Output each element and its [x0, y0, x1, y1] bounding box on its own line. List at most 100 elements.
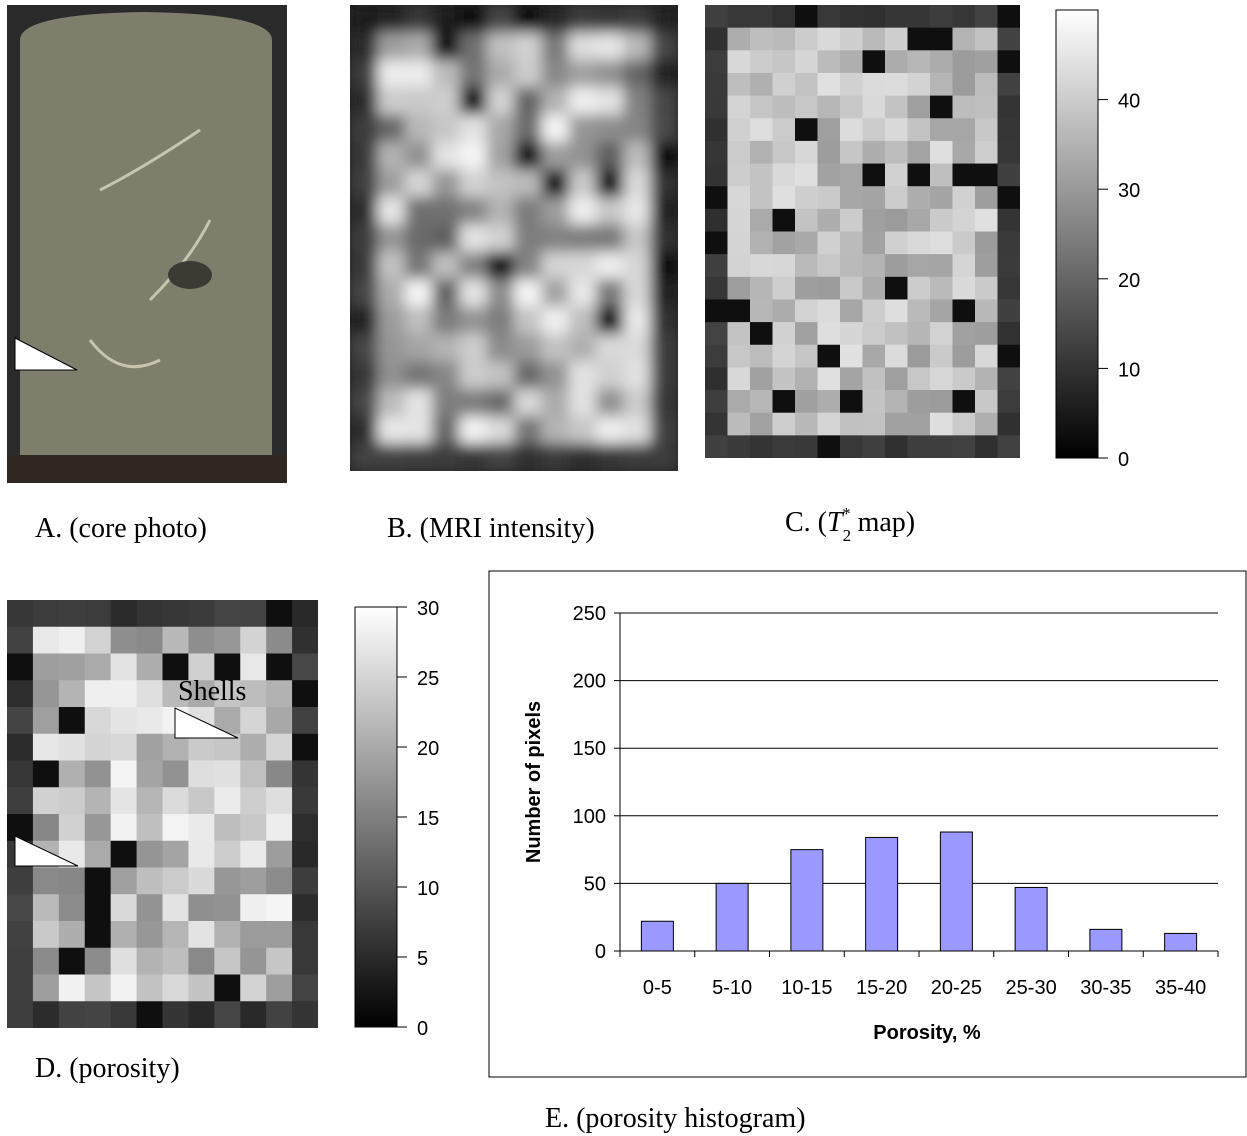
image-pixel [459, 251, 488, 280]
image-pixel [705, 435, 728, 458]
image-pixel [240, 974, 267, 1002]
image-pixel [772, 390, 796, 414]
image-pixel [750, 299, 773, 323]
image-pixel [136, 707, 163, 735]
image-pixel [862, 95, 886, 119]
image-pixel [266, 894, 293, 922]
image-pixel [650, 59, 678, 88]
image-pixel [459, 5, 488, 33]
image-pixel [240, 867, 267, 895]
image-pixel [817, 276, 841, 300]
image-pixel [266, 733, 293, 761]
image-pixel [750, 231, 773, 255]
image-pixel [885, 140, 908, 165]
image-pixel [705, 27, 728, 51]
image-pixel [84, 707, 112, 735]
image-pixel [7, 653, 34, 681]
image-pixel [58, 1001, 86, 1028]
image-pixel [997, 412, 1020, 436]
image-pixel [817, 412, 841, 436]
image-pixel [840, 254, 863, 278]
image-pixel [750, 390, 773, 414]
image-pixel [772, 322, 796, 346]
image-pixel [514, 169, 542, 198]
image-pixel [32, 600, 60, 628]
image-pixel [541, 361, 570, 390]
image-pixel [975, 435, 998, 458]
image-pixel [266, 787, 293, 815]
y-tick-label: 50 [584, 873, 606, 895]
image-pixel [84, 894, 112, 922]
image-pixel [862, 254, 886, 278]
image-pixel [952, 276, 976, 300]
image-pixel [772, 5, 796, 29]
image-pixel [568, 59, 597, 88]
bar [640, 920, 674, 952]
image-pixel [997, 27, 1020, 51]
image-pixel [862, 208, 886, 232]
mri-image-pixels [350, 5, 678, 471]
image-pixel [162, 600, 189, 628]
image-pixel [162, 653, 189, 681]
image-pixel [772, 186, 796, 210]
image-pixel [58, 733, 86, 761]
image-pixel [459, 224, 488, 253]
image-pixel [795, 186, 818, 210]
image-pixel [840, 118, 863, 142]
caption: A. (core photo) [35, 513, 207, 544]
image-pixel [650, 251, 678, 280]
image-pixel [817, 367, 841, 391]
image-pixel [240, 840, 267, 868]
colorbar-tick-label: 20 [417, 738, 439, 760]
caption: D. (porosity) [35, 1053, 180, 1084]
image-pixel [84, 787, 112, 815]
image-pixel [596, 87, 624, 116]
image-pixel [840, 186, 863, 210]
image-pixel [568, 142, 597, 170]
image-pixel [58, 760, 86, 788]
image-pixel [952, 435, 976, 458]
image-pixel [136, 840, 163, 868]
image-pixel [596, 196, 624, 225]
image-pixel [110, 787, 138, 815]
image-pixel [705, 344, 728, 368]
image-pixel [7, 760, 34, 788]
image-pixel [350, 388, 378, 417]
image-pixel [952, 50, 976, 74]
image-pixel [705, 231, 728, 255]
image-pixel [432, 5, 460, 33]
image-pixel [486, 361, 515, 390]
image-pixel [240, 947, 267, 975]
image-pixel [997, 95, 1020, 119]
image-pixel [862, 322, 886, 346]
x-tick-label: 5-10 [712, 977, 752, 999]
image-pixel [84, 814, 112, 842]
image-pixel [58, 787, 86, 815]
image-pixel [432, 443, 460, 471]
image-pixel [975, 72, 998, 97]
image-pixel [292, 867, 318, 895]
image-pixel [885, 254, 908, 278]
colorbar-tick-label: 25 [417, 668, 439, 690]
image-pixel [705, 118, 728, 142]
image-pixel [907, 254, 931, 278]
image-pixel [997, 299, 1020, 323]
image-pixel [705, 208, 728, 232]
image-pixel [705, 95, 728, 119]
image-pixel [514, 388, 542, 417]
image-pixel [975, 208, 998, 232]
image-pixel [727, 72, 751, 97]
image-pixel [750, 50, 773, 74]
image-pixel [7, 626, 34, 654]
image-pixel [930, 27, 953, 51]
colorbar-tick-label: 30 [417, 598, 439, 620]
image-pixel [58, 867, 86, 895]
image-pixel [975, 344, 998, 368]
image-pixel [84, 840, 112, 868]
image-pixel [650, 32, 678, 61]
image-pixel [840, 322, 863, 346]
image-pixel [214, 787, 241, 815]
image-pixel [930, 412, 953, 436]
colorbar-tick-label: 0 [1118, 449, 1129, 471]
